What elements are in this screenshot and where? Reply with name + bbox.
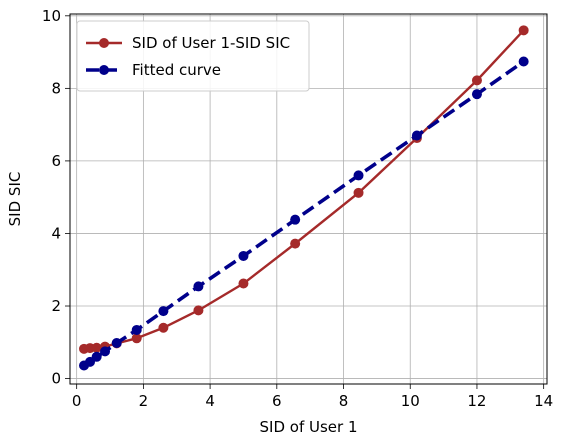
legend-swatch-marker [99,65,109,75]
legend-box [76,20,310,92]
legend: SID of User 1-SID SIC Fitted curve [76,20,310,92]
legend-entry: Fitted curve [86,61,221,79]
y-axis-label: SID SIC [6,172,24,227]
x-tick-label: 12 [467,392,486,410]
y-tick-label: 0 [51,370,61,388]
data-point [91,351,102,362]
series-line [83,60,525,368]
data-point [193,281,204,292]
data-point [518,56,529,67]
data-point [411,130,422,141]
x-tick-label: 0 [72,392,82,410]
data-point [91,342,102,353]
x-tick-label: 8 [339,392,349,410]
data-point [100,346,111,357]
legend-entry: SID of User 1-SID SIC [86,34,290,52]
legend-label: SID of User 1-SID SIC [132,34,290,52]
data-point [471,75,482,86]
series-fitted-curve [79,56,529,371]
data-point [518,25,529,36]
ticks: 0 2 4 6 8 10 12 14 0 2 4 6 8 10 [42,7,553,410]
y-tick-label: 4 [51,224,61,242]
x-tick-label: 4 [205,392,215,410]
x-tick-label: 14 [534,392,553,410]
data-point [131,333,142,344]
legend-label: Fitted curve [132,61,221,79]
x-tick-label: 2 [139,392,149,410]
data-point [111,338,122,349]
series-layer [79,25,529,371]
data-point [290,214,301,225]
y-tick-label: 8 [51,79,61,97]
y-tick-label: 6 [51,152,61,170]
plot-frame [69,13,548,385]
data-point [158,306,169,317]
x-tick-label: 6 [272,392,282,410]
data-point [238,278,249,289]
data-point [193,305,204,316]
x-axis-label: SID of User 1 [260,418,358,436]
data-point [158,322,169,333]
data-point [290,238,301,249]
x-tick-label: 10 [401,392,420,410]
data-point [131,324,142,335]
data-point [353,170,364,181]
y-tick-label: 2 [51,297,61,315]
data-point [471,89,482,100]
legend-swatch-marker [99,38,109,48]
data-point [238,250,249,261]
data-point [353,187,364,198]
y-tick-label: 10 [42,7,61,25]
